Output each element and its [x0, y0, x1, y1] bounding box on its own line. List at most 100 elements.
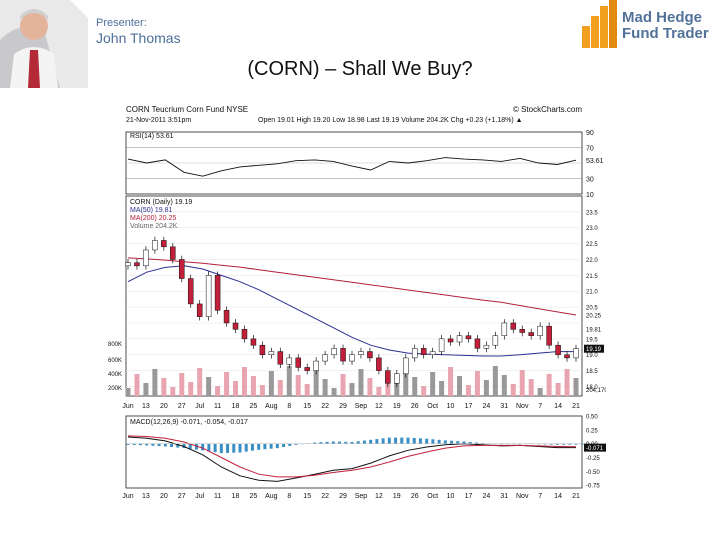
macd-date-label: 7: [538, 493, 542, 500]
price-tick-label: 22.5: [586, 242, 598, 248]
volume-bar: [134, 374, 140, 396]
macd-date-label: 19: [393, 493, 401, 500]
date-tick-label: 14: [554, 403, 562, 410]
candle-body: [546, 325, 552, 346]
candle-body: [205, 275, 212, 317]
rsi-gridlines: [126, 147, 582, 179]
macd-date-label: Aug: [265, 493, 278, 500]
volume-bar: [161, 378, 167, 396]
macd-date-label: Sep: [355, 493, 368, 500]
rsi-axis: 90 70 53.61 30 10: [586, 130, 604, 199]
date-tick-label: 19: [393, 403, 401, 410]
macd-hist-bar: [282, 443, 286, 448]
price-date-axis: Jun 13 20 27 Jul 11 18 25 Aug 8 15 22 29 Sep 12 19 26 Oct…: [122, 403, 580, 410]
volume-axis: 800K 600K 400K 200K 204,170: [108, 342, 606, 394]
candle-body: [322, 354, 328, 362]
presenter-block: Presenter: John Thomas: [96, 17, 181, 46]
chart-header-right: © StockCharts.com: [513, 105, 582, 114]
price-tick-label: 18.5: [586, 369, 598, 375]
candle-body: [196, 303, 203, 317]
presenter-name: John Thomas: [96, 30, 181, 46]
volume-bar: [259, 385, 265, 396]
macd-tick-label: 0.25: [586, 428, 598, 434]
candle-body: [510, 322, 517, 330]
brand-line-2: Fund Trader: [622, 25, 709, 42]
candle-body: [340, 348, 346, 362]
macd-hist-bar: [580, 443, 584, 445]
macd-hist-bar: [213, 443, 217, 453]
presenter-photo: [0, 0, 88, 88]
price-candles: [125, 236, 579, 388]
candle-body: [411, 348, 418, 359]
candle-body: [179, 259, 185, 279]
macd-hist-bar: [182, 443, 186, 449]
macd-histogram: [126, 437, 590, 454]
macd-hist-bar: [406, 437, 410, 444]
volume-bar: [412, 377, 418, 396]
volume-bar: [322, 379, 328, 396]
macd-hist-bar: [543, 443, 547, 445]
candle-body: [564, 354, 570, 359]
macd-tick-label: -0.071: [586, 446, 604, 452]
macd-date-label: 29: [339, 493, 347, 500]
macd-hist-bar: [562, 443, 566, 445]
date-tick-label: 20: [160, 403, 168, 410]
date-tick-label: 13: [142, 403, 150, 410]
candle-body: [295, 357, 301, 368]
rsi-line: [127, 157, 577, 177]
candle-body: [519, 329, 525, 333]
candle-body: [555, 344, 561, 355]
date-tick-label: 18: [232, 403, 240, 410]
macd-date-label: 24: [483, 493, 491, 500]
volume-bar: [313, 370, 319, 396]
macd-hist-bar: [170, 443, 174, 448]
date-tick-label: 17: [465, 403, 473, 410]
date-tick-label: 11: [214, 403, 221, 410]
date-tick-label: 31: [500, 403, 508, 410]
macd-date-label: 12: [375, 493, 383, 500]
volume-bar: [358, 369, 364, 396]
macd-hist-bar: [344, 441, 348, 444]
macd-date-label: Oct: [427, 493, 438, 500]
macd-date-label: 13: [142, 493, 150, 500]
presenter-label: Presenter:: [96, 17, 147, 29]
candle-body: [376, 357, 382, 371]
macd-date-label: 31: [500, 493, 508, 500]
date-tick-label: 21: [572, 403, 580, 410]
candle-body: [304, 367, 310, 371]
date-tick-label: 27: [178, 403, 186, 410]
price-tick-label: 19.5: [586, 337, 598, 343]
volume-bar: [564, 369, 570, 396]
ma200-line: [127, 257, 577, 316]
candle-body: [143, 249, 149, 267]
macd-hist-bar: [555, 443, 559, 445]
macd-hist-bar: [257, 443, 261, 450]
macd-tick-label: -0.50: [586, 470, 600, 476]
candle-body: [277, 351, 284, 365]
macd-date-label: 14: [554, 493, 562, 500]
candle-body: [268, 351, 275, 355]
macd-date-label: 10: [447, 493, 455, 500]
macd-hist-bar: [443, 440, 447, 444]
macd-date-label: 11: [214, 493, 221, 500]
macd-date-label: 20: [160, 493, 168, 500]
price-tick-label: 20.25: [586, 314, 602, 320]
date-tick-label: 22: [321, 403, 329, 410]
macd-hist-bar: [244, 443, 248, 452]
chart-header-left: CORN Teucrium Corn Fund NYSE: [126, 105, 248, 114]
macd-hist-bar: [126, 443, 130, 445]
volume-bar: [528, 379, 534, 396]
macd-hist-bar: [549, 443, 553, 445]
candle-body: [465, 335, 472, 340]
macd-hist-bar: [288, 443, 292, 446]
chart-header-date: 21-Nov-2011 3:51pm: [126, 117, 191, 124]
macd-hist-bar: [331, 441, 335, 444]
macd-hist-bar: [319, 442, 323, 444]
macd-date-label: 17: [465, 493, 473, 500]
volume-bar: [430, 372, 436, 396]
macd-hist-bar: [456, 441, 460, 444]
candle-body: [259, 344, 266, 355]
rsi-legend: RSI(14) 53.61: [130, 133, 174, 140]
candle-body: [161, 240, 167, 248]
macd-hist-bar: [250, 443, 254, 451]
